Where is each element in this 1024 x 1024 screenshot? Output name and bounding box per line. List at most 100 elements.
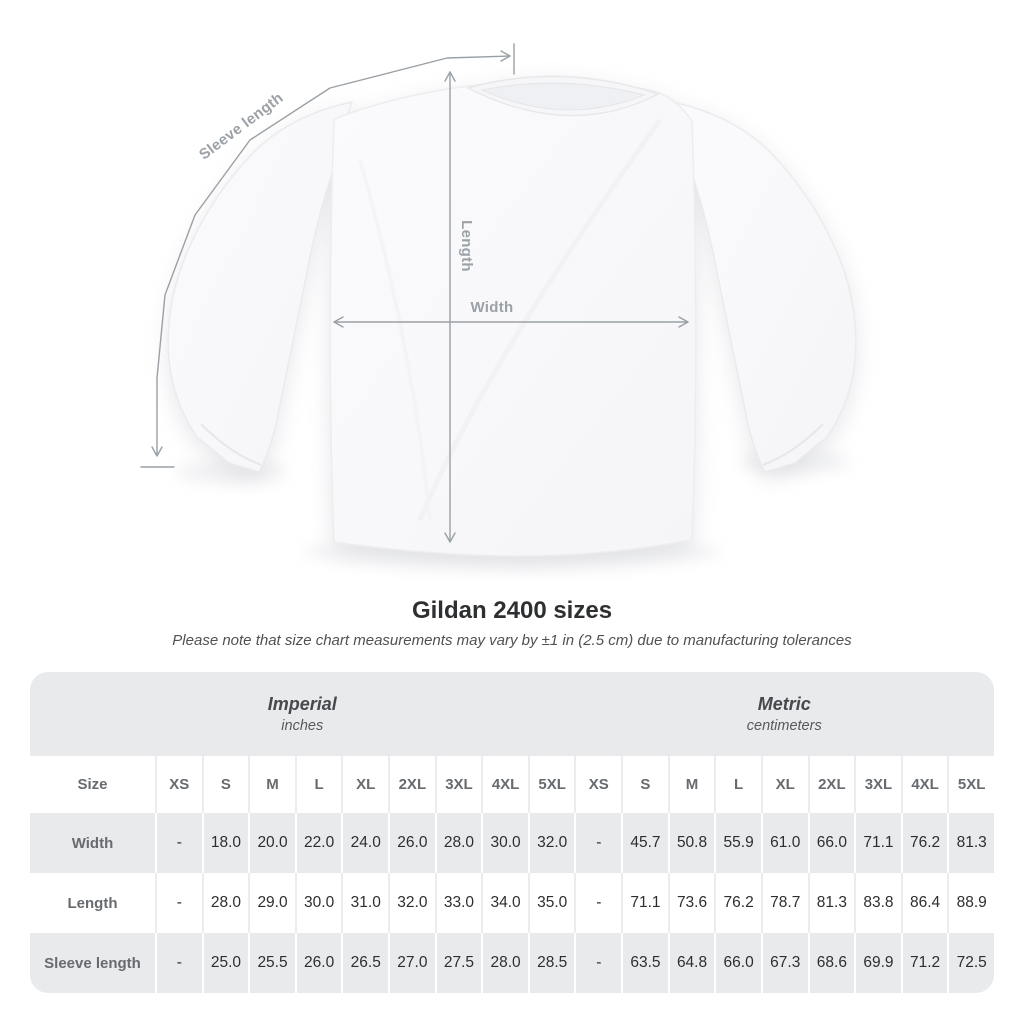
table-cell: 27.5 (434, 933, 482, 993)
table-cell: 29.0 (248, 873, 295, 933)
table-cell: 72.5 (947, 933, 994, 993)
table-cell: - (155, 933, 202, 993)
table-cell: 28.0 (201, 873, 249, 933)
table-cell: 61.0 (760, 813, 808, 873)
table-cell: 78.7 (760, 873, 808, 933)
column-header-metric-3xl: 3XL (854, 756, 901, 813)
table-cell: 28.0 (481, 933, 528, 993)
table-cell: 88.9 (947, 873, 994, 933)
column-header-metric-m: M (667, 756, 715, 813)
table-cell: 76.2 (900, 813, 948, 873)
table-cell: 35.0 (527, 873, 575, 933)
table-cell: 45.7 (621, 813, 668, 873)
table-cell: 83.8 (854, 873, 901, 933)
fold-line (358, 159, 432, 521)
table-cell: 55.9 (714, 813, 761, 873)
table-cell: 32.0 (527, 813, 575, 873)
column-header-metric-4xl: 4XL (900, 756, 948, 813)
shirt-measurement-figure: Sleeve length Length Width (140, 43, 857, 568)
table-cell: 25.0 (201, 933, 249, 993)
table-cell: 81.3 (807, 873, 855, 933)
table-cell: 26.0 (294, 933, 342, 993)
table-cell: 30.0 (294, 873, 342, 933)
units-header-metric: Metric centimeters (574, 672, 994, 756)
table-cell: 18.0 (201, 813, 249, 873)
table-cell: 81.3 (947, 813, 994, 873)
table-cell: 63.5 (621, 933, 668, 993)
table-cell: 66.0 (714, 933, 761, 993)
table-cell: 68.6 (807, 933, 855, 993)
size-table: Imperial inches Metric centimeters Size X… (30, 672, 994, 993)
table-cell: 22.0 (294, 813, 342, 873)
table-cell: 73.6 (667, 873, 715, 933)
column-header-metric-2xl: 2XL (807, 756, 855, 813)
table-cell: 64.8 (667, 933, 715, 993)
fold-line (417, 118, 663, 521)
table-cell: - (574, 933, 622, 993)
caption-block: Gildan 2400 sizes Please note that size … (0, 596, 1024, 652)
table-cell: 71.1 (854, 813, 901, 873)
table-cell: - (574, 813, 622, 873)
collar-inner (480, 82, 646, 111)
column-header-imperial-3xl: 3XL (434, 756, 482, 813)
table-cell: 28.0 (434, 813, 482, 873)
width-label: Width (470, 299, 513, 316)
metric-label: Metric (757, 694, 811, 714)
table-cell: 67.3 (760, 933, 808, 993)
table-cell: 20.0 (248, 813, 295, 873)
right-sleeve (670, 100, 857, 473)
left-cuff-seam (200, 423, 262, 466)
column-header-imperial-xs: XS (155, 756, 202, 813)
table-cell: 66.0 (807, 813, 855, 873)
table-cell: - (155, 873, 202, 933)
metric-sublabel: centimeters (746, 718, 822, 734)
column-header-imperial-l: L (294, 756, 342, 813)
column-header-metric-l: L (714, 756, 761, 813)
table-cell: 26.0 (388, 813, 435, 873)
table-cell: 30.0 (481, 813, 528, 873)
table-cell: 86.4 (900, 873, 948, 933)
row-label-sleeve-length: Sleeve length (30, 933, 155, 993)
table-cell: 34.0 (481, 873, 528, 933)
column-header-imperial-s: S (201, 756, 249, 813)
units-header-imperial: Imperial inches (30, 672, 575, 756)
table-cell: 25.5 (248, 933, 295, 993)
column-header-imperial-2xl: 2XL (388, 756, 435, 813)
column-header-imperial-m: M (248, 756, 295, 813)
column-header-imperial-4xl: 4XL (481, 756, 528, 813)
table-cell: 71.2 (900, 933, 948, 993)
column-header-metric-s: S (621, 756, 668, 813)
table-cell: 76.2 (714, 873, 761, 933)
table-cell: - (155, 813, 202, 873)
shirt-body (329, 81, 697, 557)
column-header-imperial-5xl: 5XL (527, 756, 575, 813)
table-cell: 32.0 (388, 873, 435, 933)
table-cell: - (574, 873, 622, 933)
table-cell: 27.0 (388, 933, 435, 993)
tolerance-note: Please note that size chart measurements… (172, 632, 852, 649)
table-cell: 28.5 (527, 933, 575, 993)
table-cell: 33.0 (434, 873, 482, 933)
column-header-metric-5xl: 5XL (947, 756, 994, 813)
table-cell: 69.9 (854, 933, 901, 993)
table-cell: 71.1 (621, 873, 668, 933)
size-chart-title: Gildan 2400 sizes (411, 597, 613, 624)
size-column-header: Size (30, 756, 155, 813)
table-cell: 26.5 (341, 933, 389, 993)
length-label: Length (458, 220, 475, 272)
row-label-length: Length (30, 873, 155, 933)
imperial-sublabel: inches (281, 718, 324, 734)
length-measure-line: Length (444, 71, 475, 543)
right-cuff-seam (762, 423, 824, 466)
imperial-label: Imperial (267, 694, 337, 714)
row-label-width: Width (30, 813, 155, 873)
table-cell: 31.0 (341, 873, 389, 933)
table-cell: 50.8 (667, 813, 715, 873)
column-header-metric-xs: XS (574, 756, 622, 813)
shirt-illustration: Sleeve length Length Width (140, 43, 857, 568)
width-measure-line: Width (333, 299, 689, 328)
table-cell: 24.0 (341, 813, 389, 873)
column-header-metric-xl: XL (760, 756, 808, 813)
left-sleeve (167, 100, 354, 473)
column-header-imperial-xl: XL (341, 756, 389, 813)
